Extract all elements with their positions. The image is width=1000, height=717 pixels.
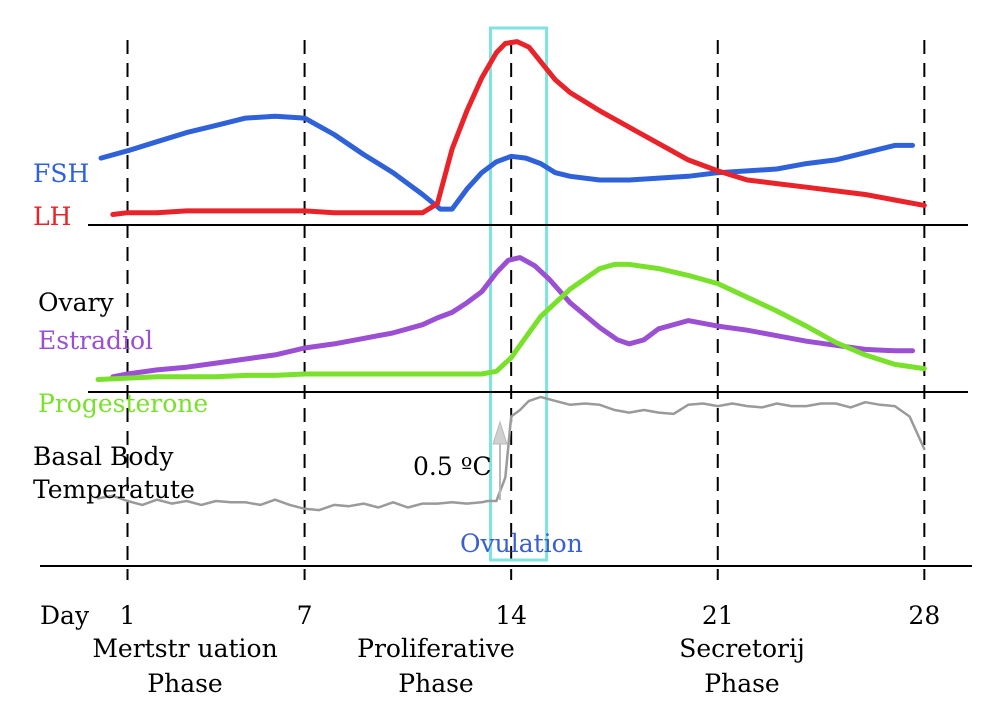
- tick-label-28: 28: [908, 601, 940, 630]
- estradiol-label: Estradiol: [38, 326, 153, 355]
- series-progesterone-line: [95, 261, 927, 382]
- temperature-rise-label: 0.5 ºC: [413, 452, 492, 481]
- day-gridlines: [126, 40, 926, 580]
- phase-2-line1: Proliferative: [357, 634, 515, 663]
- ovulation-label: Ovulation: [460, 529, 583, 558]
- tick-label-1: 1: [120, 601, 136, 630]
- ovulation-window: [489, 26, 549, 562]
- tick-label-14: 14: [495, 601, 527, 630]
- bbt-label-line2: Temperatute: [33, 475, 195, 504]
- lh-label: LH: [33, 202, 71, 231]
- day-axis-label: Day: [40, 601, 90, 630]
- series-lh-line: [110, 39, 927, 217]
- phase-2-line2: Phase: [398, 669, 473, 698]
- series-estradiol-line: [110, 255, 915, 380]
- phase-3-line2: Phase: [704, 669, 779, 698]
- fsh-label: FSH: [33, 159, 89, 188]
- ovary-label: Ovary: [38, 288, 114, 317]
- phase-1-line2: Phase: [147, 669, 222, 698]
- temperature-rise-arrow: [492, 420, 508, 500]
- phase-1-line1: Mertstr uation: [92, 634, 277, 663]
- day-tick-labels: 1 7 14 21 28: [120, 601, 941, 630]
- series-bbt-line: [96, 395, 926, 512]
- tick-label-7: 7: [297, 601, 313, 630]
- bbt-label-line1: Basal Body: [33, 442, 174, 471]
- tick-label-21: 21: [702, 601, 734, 630]
- phase-3-line1: Secretorij: [679, 634, 804, 663]
- hormone-curves: [95, 39, 927, 512]
- series-fsh-line: [98, 113, 915, 212]
- progesterone-label: Progesterone: [38, 389, 208, 418]
